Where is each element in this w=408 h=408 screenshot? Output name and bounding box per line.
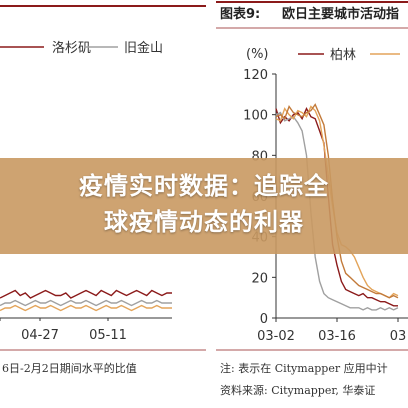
left-chart-panel: 洛杉矶 旧金山 04-27 05-11 6日-2月2日期间水平的比值 — [0, 5, 206, 375]
banner-line-1: 疫情实时数据：追踪全 — [79, 172, 329, 200]
y-tick-label: 0 — [260, 312, 268, 327]
right-series-line-1 — [275, 111, 399, 311]
left-series-line-1 — [0, 299, 172, 307]
x-tick-label: 03-02 — [257, 329, 295, 344]
left-x-tick-label: 05-11 — [89, 328, 127, 343]
y-tick-label: 100 — [243, 109, 268, 124]
overlay-banner — [0, 158, 408, 254]
legend-label-sf: 旧金山 — [124, 40, 163, 56]
y-tick-label: 20 — [251, 271, 268, 286]
y-unit-label: (%) — [246, 47, 269, 62]
left-series-group — [0, 289, 172, 312]
left-series-line-0 — [0, 289, 172, 299]
left-x-tick-label: 04-27 — [21, 328, 59, 343]
right-source: 资料来源: Citymapper, 华泰证 — [220, 383, 375, 397]
right-footnote: 注: 表示在 Citymapper 应用中计 — [220, 361, 388, 375]
figure-label: 图表9: — [220, 6, 260, 22]
figure-title: 欧日主要城市活动指 — [282, 6, 399, 22]
y-tick-label: 120 — [243, 68, 268, 83]
left-footnote: 6日-2月2日期间水平的比值 — [2, 361, 137, 375]
x-tick-label: 03 — [390, 329, 407, 344]
overlay-banner-text: 疫情实时数据：追踪全 球疫情动态的利器 — [0, 168, 408, 240]
right-x-ticks: 03-02 03-16 03 — [257, 318, 406, 344]
x-tick-label: 03-16 — [318, 329, 356, 344]
legend-label-berlin: 柏林 — [330, 48, 356, 63]
banner-line-2: 球疫情动态的利器 — [104, 208, 304, 236]
left-series-line-2 — [0, 304, 172, 312]
legend-label-la: 洛杉矶 — [52, 41, 91, 56]
